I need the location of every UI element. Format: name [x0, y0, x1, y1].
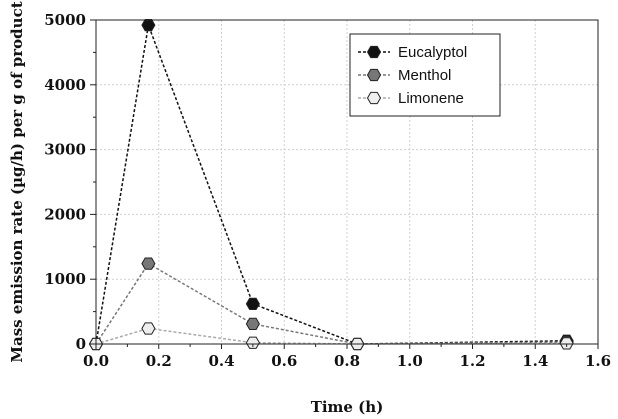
legend-item: Menthol [358, 67, 451, 84]
y-tick-label: 5000 [44, 11, 86, 29]
data-point [245, 336, 260, 349]
y-tick-label: 2000 [44, 205, 86, 223]
y-tick-label: 0 [76, 335, 86, 353]
legend-marker [366, 91, 382, 105]
axes: 0.0 0.2 0.4 0.6 0.8 1.0 1.2 1.4 1.6 0 1000 2000 3000… [44, 11, 611, 370]
x-tick-label: 1.0 [397, 352, 423, 370]
data-point [141, 19, 156, 32]
y-tick-label: 3000 [44, 141, 86, 159]
x-tick-label: 0.8 [334, 352, 360, 370]
x-tick-label: 0.4 [208, 352, 234, 370]
legend-marker [366, 68, 382, 82]
x-tick-label: 1.2 [459, 352, 485, 370]
data-point [245, 317, 260, 331]
legend-label: Eucalyptol [398, 44, 467, 61]
y-tick-label: 4000 [44, 76, 86, 94]
legend-item: Limonene [358, 90, 464, 107]
series-limonene [88, 322, 574, 351]
grid [96, 20, 598, 344]
legend-label: Menthol [398, 67, 451, 84]
data-point [245, 297, 260, 310]
legend: Eucalyptol Menthol Limonene [349, 33, 501, 117]
x-axis-title: Time (h) [311, 398, 384, 416]
legend-label: Limonene [398, 90, 464, 107]
data-point [559, 337, 574, 350]
x-tick-label: 0.2 [146, 352, 172, 370]
data-point [141, 322, 156, 335]
x-tick-label: 1.6 [585, 352, 611, 370]
legend-marker [366, 45, 382, 59]
legend-item: Eucalyptol [358, 44, 467, 61]
series-line [95, 262, 567, 345]
x-tick-label: 0.0 [83, 352, 109, 370]
data-point [141, 257, 156, 270]
series-menthol [88, 257, 574, 351]
x-tick-label: 0.6 [271, 352, 297, 370]
x-tick-label: 1.4 [522, 352, 548, 370]
y-axis-title: Mass emission rate (µg/h) per g of produ… [8, 1, 26, 362]
series-eucalyptol [88, 19, 574, 351]
series-layer [88, 19, 574, 351]
y-tick-label: 1000 [44, 270, 86, 288]
